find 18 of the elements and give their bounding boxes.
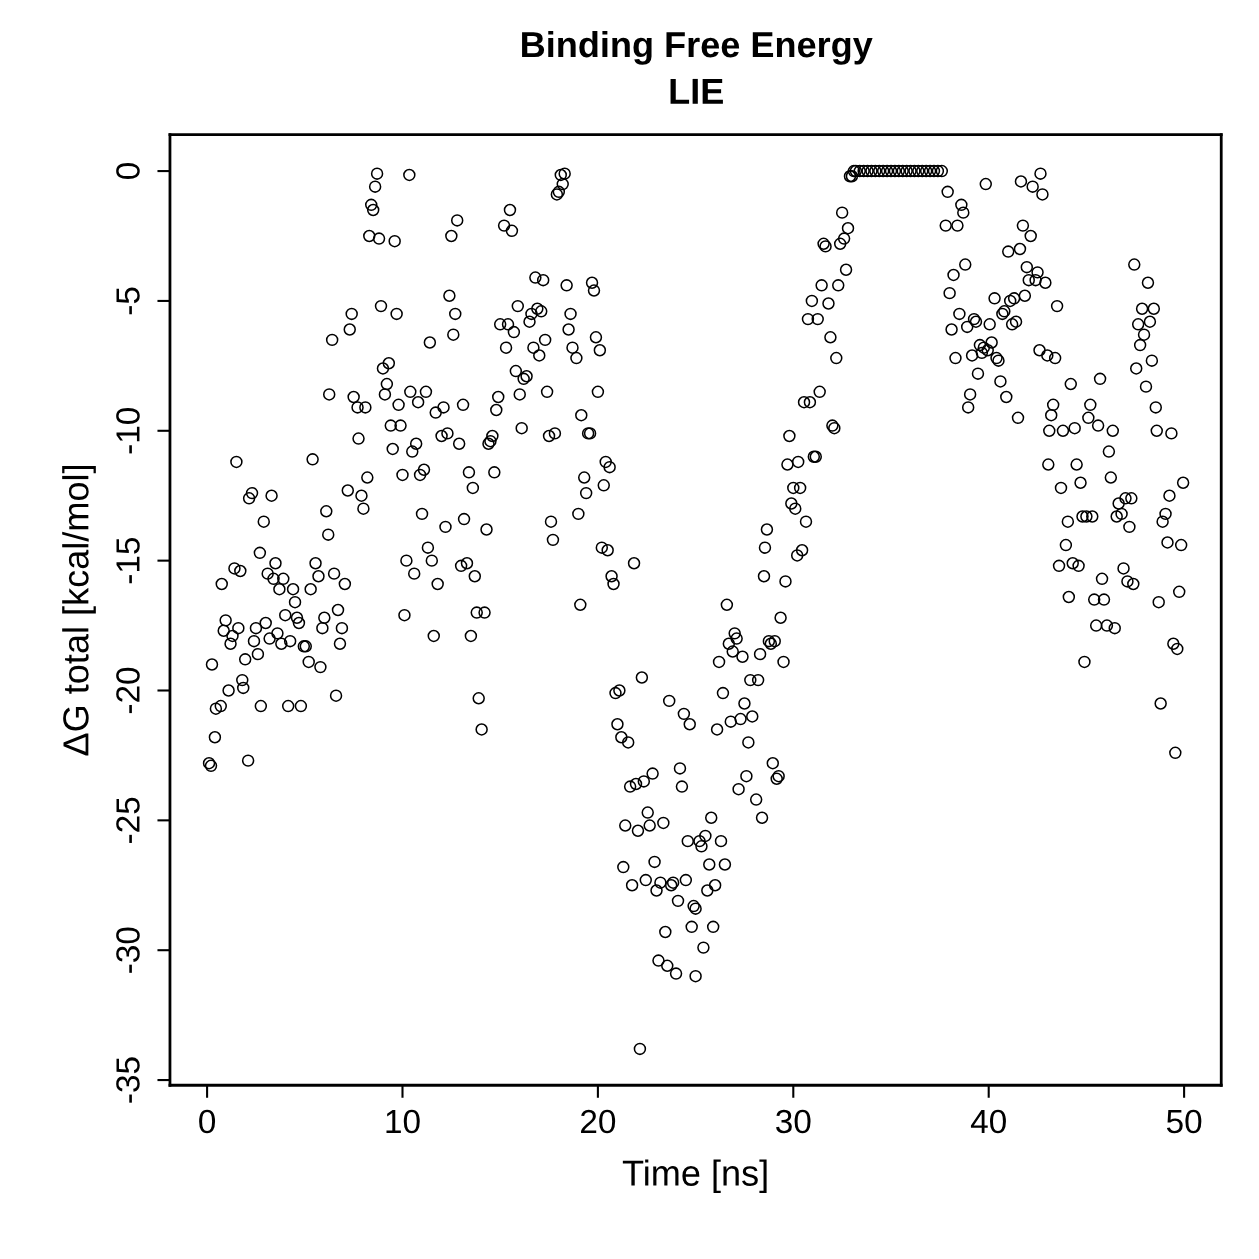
y-tick-label: -30 bbox=[116, 927, 140, 973]
y-axis-title: ΔG total [kcal/mol] bbox=[62, 466, 96, 756]
y-tick-label: -15 bbox=[116, 537, 140, 584]
y-tick-label: -20 bbox=[116, 667, 140, 714]
x-tick-label: 50 bbox=[1166, 1109, 1202, 1134]
y-tick-label: -5 bbox=[116, 287, 140, 315]
y-tick-label: -25 bbox=[116, 797, 140, 843]
y-tick-label: -35 bbox=[116, 1057, 140, 1103]
chart-title: Binding Free Energy bbox=[522, 30, 873, 65]
y-tick-label: -10 bbox=[116, 408, 140, 454]
chart-subtitle: LIE bbox=[670, 78, 723, 104]
x-tick-label: 20 bbox=[581, 1109, 616, 1134]
x-tick-label: 10 bbox=[386, 1109, 420, 1134]
x-tick-label: 30 bbox=[776, 1109, 811, 1134]
x-tick-label: 0 bbox=[199, 1109, 216, 1134]
x-tick-label: 40 bbox=[970, 1109, 1006, 1134]
x-axis-title: Time [ns] bbox=[622, 1159, 767, 1194]
y-tick-label: 0 bbox=[116, 163, 140, 180]
